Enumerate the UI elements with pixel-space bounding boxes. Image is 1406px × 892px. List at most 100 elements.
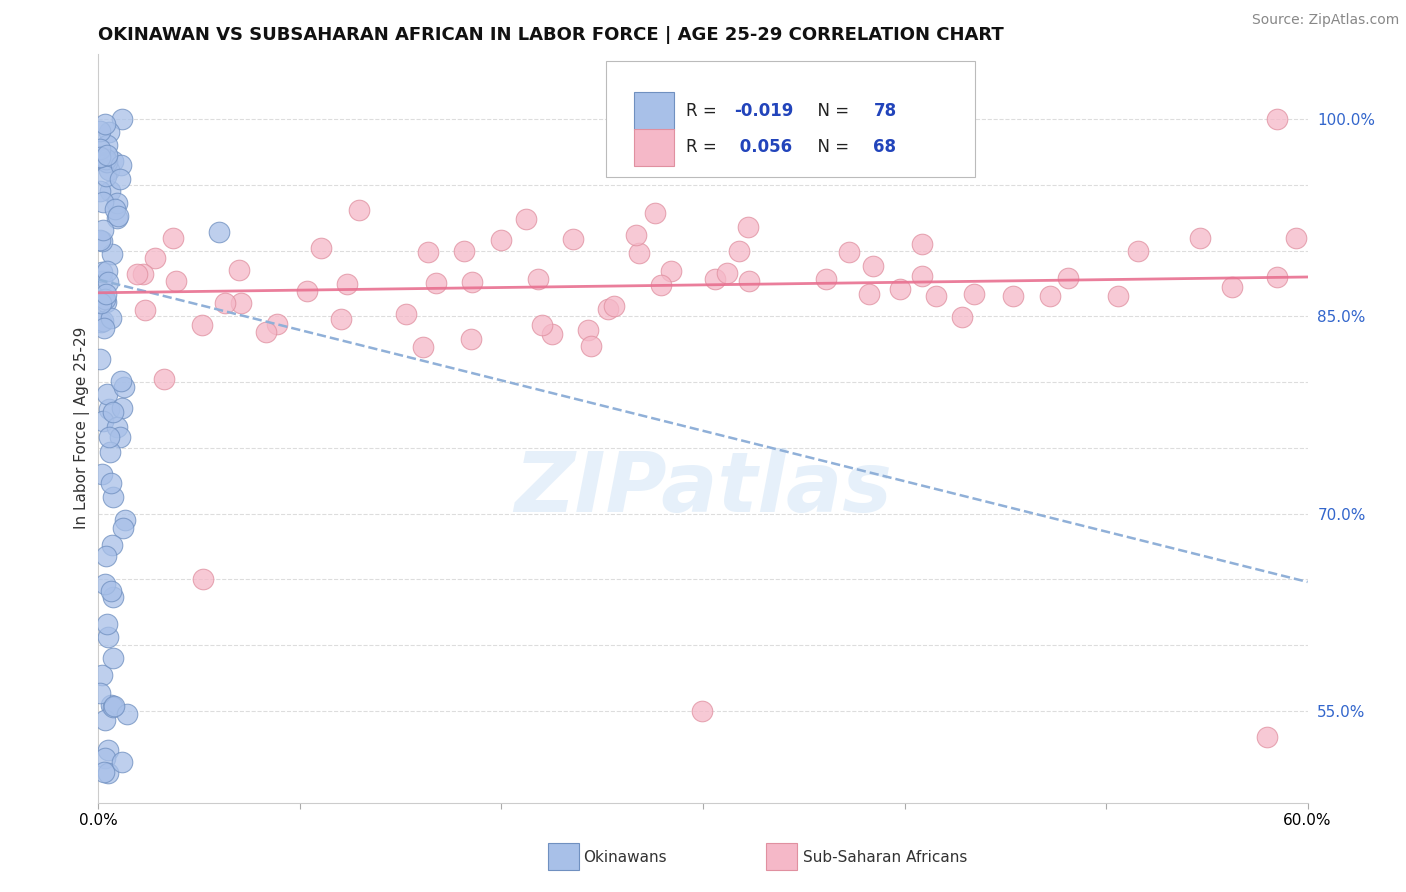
Point	[94, 152, 117, 166]
Point	[97, 125, 120, 139]
Point	[125, 268, 148, 282]
Point	[97, 402, 120, 417]
Point	[101, 405, 124, 419]
Point	[90, 274, 112, 288]
Point	[162, 230, 184, 244]
Text: R =: R =	[686, 102, 723, 120]
Point	[90, 316, 112, 330]
Point	[101, 154, 124, 169]
Text: R =: R =	[686, 138, 723, 156]
Point	[93, 152, 115, 166]
Point	[1220, 280, 1243, 294]
Point	[94, 549, 117, 563]
Point	[105, 420, 128, 434]
Point	[89, 184, 111, 198]
Text: N =: N =	[807, 102, 855, 120]
Point	[418, 245, 440, 260]
Y-axis label: In Labor Force | Age 25-29: In Labor Force | Age 25-29	[75, 327, 90, 529]
Point	[527, 272, 550, 286]
Point	[329, 311, 352, 326]
FancyBboxPatch shape	[606, 61, 976, 178]
Point	[97, 766, 120, 780]
Point	[111, 755, 134, 769]
Point	[540, 327, 562, 342]
Point	[103, 698, 125, 713]
Point	[214, 295, 236, 310]
Point	[165, 274, 187, 288]
Point	[114, 513, 136, 527]
Point	[107, 209, 129, 223]
Point	[98, 184, 121, 198]
Point	[94, 118, 117, 132]
Point	[96, 387, 118, 401]
Point	[911, 237, 934, 252]
Point	[97, 630, 120, 644]
Point	[89, 124, 111, 138]
Text: 68: 68	[873, 138, 897, 156]
Point	[100, 583, 122, 598]
Point	[96, 148, 118, 162]
Point	[103, 590, 125, 604]
Point	[838, 244, 860, 259]
Point	[94, 750, 117, 764]
Point	[461, 275, 484, 289]
Point	[489, 234, 512, 248]
Point	[93, 414, 115, 428]
Point	[1039, 289, 1062, 303]
Text: 0.056: 0.056	[734, 138, 793, 156]
Point	[335, 277, 357, 291]
Text: Okinawans: Okinawans	[583, 850, 666, 864]
Point	[96, 264, 118, 278]
Point	[91, 467, 114, 481]
Point	[91, 194, 114, 209]
Point	[110, 158, 132, 172]
Point	[460, 332, 482, 346]
Point	[91, 265, 114, 279]
Point	[737, 219, 759, 234]
Point	[111, 112, 134, 127]
Point	[105, 196, 128, 211]
Point	[101, 651, 124, 665]
Point	[108, 171, 131, 186]
Point	[1188, 230, 1211, 244]
Point	[100, 538, 122, 552]
Point	[576, 323, 599, 337]
Point	[110, 374, 132, 388]
Point	[91, 668, 114, 682]
Point	[1267, 270, 1289, 285]
Point	[727, 244, 749, 258]
Point	[889, 281, 911, 295]
Point	[145, 251, 167, 265]
Point	[1267, 112, 1289, 127]
Point	[425, 276, 447, 290]
Point	[394, 307, 416, 321]
Point	[561, 232, 583, 246]
Text: 78: 78	[873, 102, 897, 120]
Point	[297, 285, 319, 299]
Point	[100, 476, 122, 491]
Point	[1256, 730, 1278, 744]
Point	[105, 211, 128, 225]
Point	[93, 765, 115, 780]
Point	[91, 314, 114, 328]
Point	[98, 162, 121, 177]
Point	[111, 521, 134, 535]
Text: Sub-Saharan Africans: Sub-Saharan Africans	[803, 850, 967, 864]
Point	[231, 296, 253, 310]
Point	[104, 202, 127, 216]
Point	[101, 490, 124, 504]
Point	[94, 294, 117, 309]
Point	[254, 326, 277, 340]
Point	[153, 372, 176, 386]
Point	[347, 202, 370, 217]
Point	[412, 340, 434, 354]
Point	[661, 263, 683, 277]
FancyBboxPatch shape	[634, 128, 673, 166]
Point	[950, 310, 973, 325]
Point	[911, 268, 934, 283]
Point	[266, 318, 288, 332]
Point	[111, 401, 134, 415]
Point	[101, 700, 124, 714]
Point	[89, 142, 111, 156]
Point	[96, 155, 118, 169]
